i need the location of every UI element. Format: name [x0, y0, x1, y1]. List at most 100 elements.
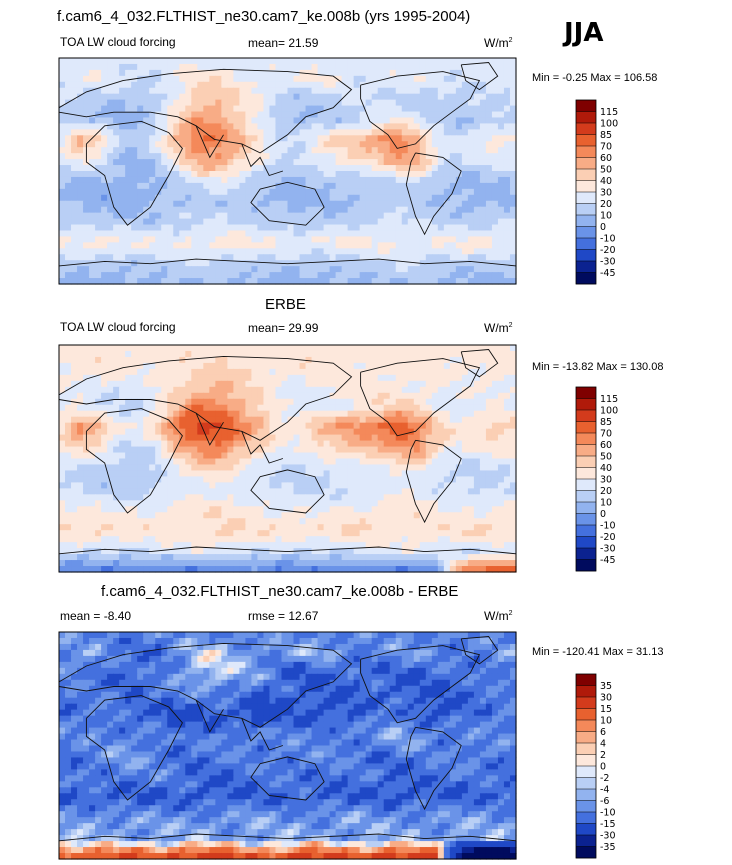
field-cell: [497, 171, 505, 178]
field-cell: [341, 416, 349, 424]
field-cell: [335, 272, 343, 279]
field-cell: [287, 494, 295, 501]
field-cell: [149, 404, 156, 412]
field-cell: [305, 368, 313, 376]
field-cell: [341, 63, 349, 71]
field-cell: [485, 248, 493, 255]
field-cell: [221, 242, 228, 249]
field-cell: [305, 398, 313, 406]
field-cell: [209, 123, 216, 130]
field-cell: [245, 428, 253, 436]
field-cell: [431, 75, 439, 83]
field-cell: [125, 242, 132, 249]
field-cell: [335, 171, 343, 178]
field-cell: [65, 470, 72, 478]
field-cell: [323, 182, 331, 190]
field-cell: [227, 224, 234, 232]
field-cell: [299, 374, 307, 382]
field-cell: [89, 440, 96, 448]
field-cell: [341, 242, 349, 249]
field-cell: [263, 159, 271, 166]
field-cell: [407, 350, 415, 358]
field-cell: [209, 236, 216, 243]
field-cell: [455, 464, 463, 472]
field-cell: [503, 159, 511, 166]
field-cell: [287, 81, 295, 89]
field-cell: [305, 404, 313, 412]
field-cell: [101, 141, 108, 148]
field-cell: [125, 488, 132, 495]
field-cell: [437, 105, 445, 113]
field-cell: [197, 141, 204, 148]
field-cell: [119, 350, 126, 358]
field-cell: [149, 194, 156, 202]
field-cell: [425, 248, 433, 255]
field-cell: [257, 386, 265, 394]
field-cell: [185, 63, 192, 71]
field-cell: [359, 380, 367, 388]
field-cell: [161, 200, 168, 208]
field-cell: [497, 272, 505, 279]
field-cell: [473, 117, 481, 125]
field-cell: [329, 224, 337, 232]
field-cell: [125, 470, 132, 478]
field-cell: [347, 392, 355, 400]
field-cell: [77, 422, 84, 430]
field-cell: [281, 200, 289, 208]
field-cell: [107, 182, 114, 190]
field-cell: [311, 494, 319, 501]
field-cell: [485, 500, 493, 507]
field-cell: [173, 105, 180, 113]
field-cell: [347, 153, 355, 160]
field-cell: [305, 200, 313, 208]
field-cell: [155, 58, 162, 65]
field-cell: [371, 392, 379, 400]
field-cell: [419, 63, 427, 71]
field-cell: [503, 260, 511, 267]
field-cell: [383, 446, 391, 454]
field-cell: [467, 398, 475, 406]
field-cell: [59, 380, 66, 388]
field-cell: [89, 482, 96, 489]
field-cell: [395, 153, 403, 160]
field-cell: [425, 99, 433, 107]
field-cell: [275, 58, 283, 65]
field-cell: [281, 272, 289, 279]
field-cell: [395, 147, 403, 154]
field-cell: [83, 123, 90, 130]
field-cell: [371, 212, 379, 220]
field-cell: [485, 230, 493, 238]
field-cell: [95, 440, 102, 448]
field-cell: [503, 165, 511, 172]
field-cell: [71, 147, 78, 154]
field-cell: [149, 69, 156, 77]
field-cell: [437, 368, 445, 376]
field-cell: [485, 58, 493, 65]
field-cell: [191, 99, 198, 107]
field-cell: [371, 93, 379, 101]
field-cell: [269, 147, 277, 154]
field-cell: [479, 500, 487, 507]
field-cell: [149, 386, 156, 394]
field-cell: [161, 506, 168, 513]
field-cell: [65, 386, 72, 394]
field-cell: [431, 494, 439, 501]
field-cell: [143, 58, 150, 65]
field-cell: [371, 63, 379, 71]
field-cell: [389, 368, 397, 376]
field-cell: [89, 386, 96, 394]
field-cell: [233, 75, 240, 83]
field-cell: [305, 345, 313, 352]
field-cell: [371, 254, 379, 261]
field-cell: [83, 200, 90, 208]
field-cell: [233, 476, 240, 483]
field-cell: [239, 458, 246, 466]
field-cell: [203, 224, 210, 232]
field-cell: [191, 452, 198, 460]
field-cell: [239, 380, 246, 388]
field-cell: [377, 81, 385, 89]
field-cell: [317, 224, 325, 232]
field-cell: [155, 194, 162, 202]
field-cell: [269, 494, 277, 501]
field-cell: [479, 410, 487, 418]
